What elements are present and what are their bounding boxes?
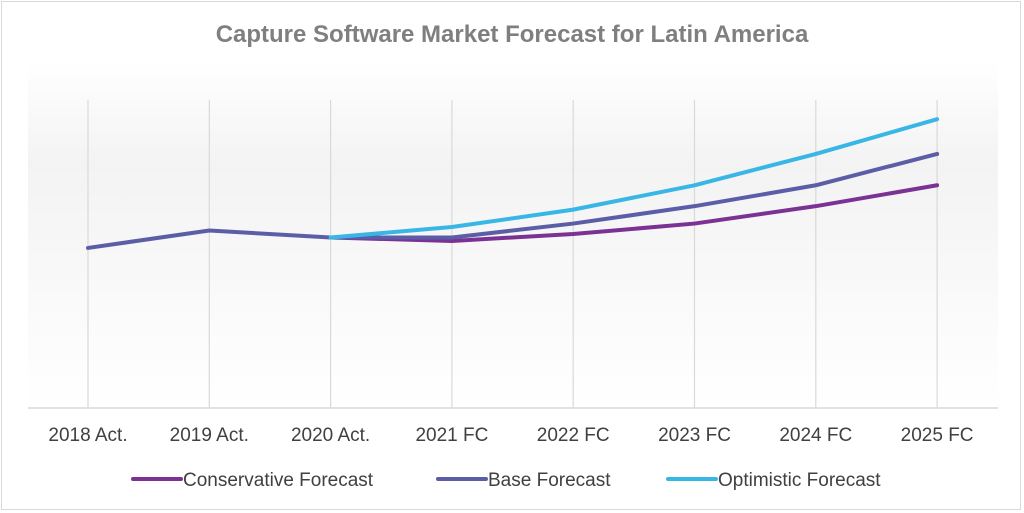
x-tick-label: 2024 FC: [779, 425, 852, 446]
legend: Conservative Forecast Base Forecast Optimi…: [131, 470, 881, 491]
legend-label: Optimistic Forecast: [718, 470, 881, 491]
x-tick-label: 2023 FC: [658, 425, 731, 446]
x-tick-label: 2022 FC: [537, 425, 610, 446]
series-lines: [86, 117, 940, 250]
x-tick-label: 2019 Act.: [170, 425, 249, 446]
legend-label: Base Forecast: [488, 470, 611, 491]
x-axis-ticks: 2018 Act. 2019 Act. 2020 Act. 2021 FC 2022 F…: [48, 425, 973, 446]
series-line-optimistic-forecast: [328, 117, 940, 240]
legend-label: Conservative Forecast: [183, 470, 374, 491]
x-tick-label: 2025 FC: [901, 425, 974, 446]
x-tick-label: 2021 FC: [415, 425, 488, 446]
chart-title: Capture Software Market Forecast for Lat…: [216, 21, 809, 48]
x-tick-label: 2018 Act.: [48, 425, 127, 446]
series-line-conservative-forecast: [328, 183, 940, 243]
x-tick-label: 2020 Act.: [291, 425, 370, 446]
gridlines: [87, 100, 938, 408]
series-line-base-forecast: [86, 151, 940, 250]
